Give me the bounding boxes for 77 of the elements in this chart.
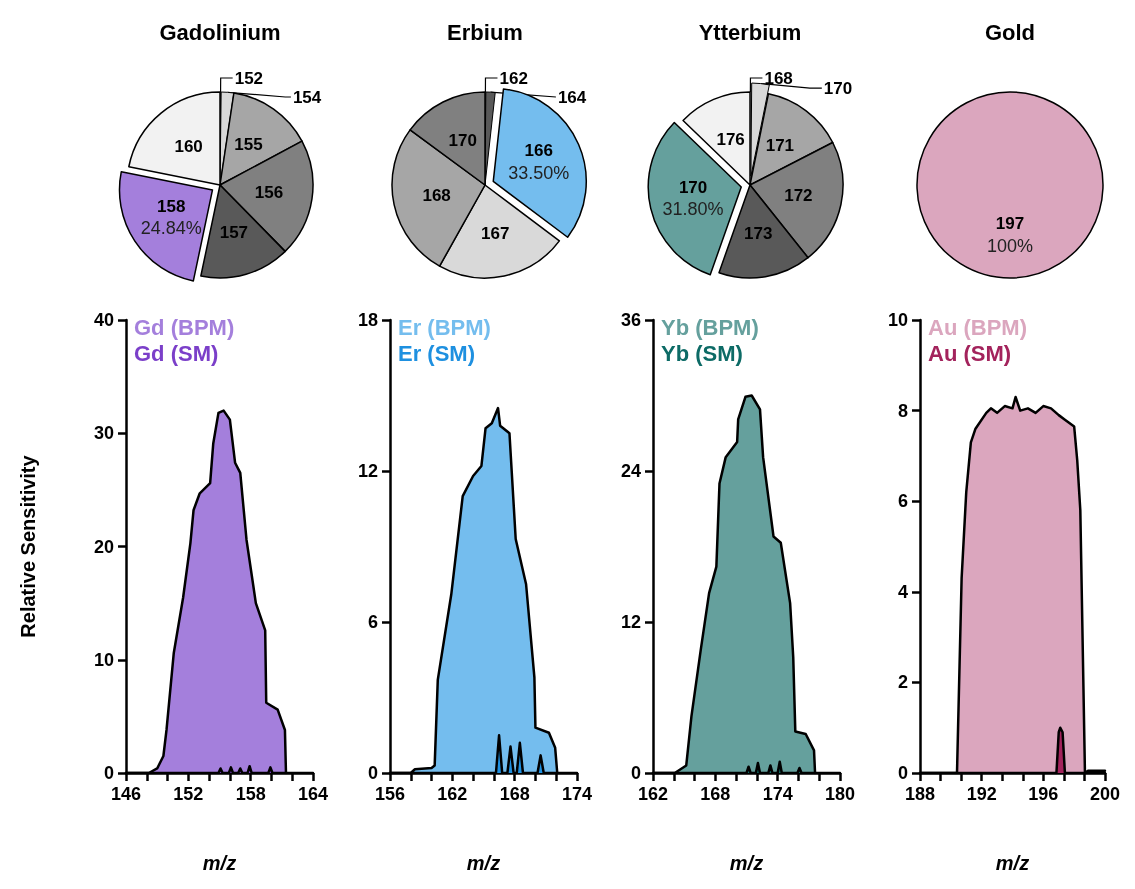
y-tick-label: 30 [93, 423, 114, 444]
text: Er (BPM) [398, 314, 491, 340]
x-tick-label: 196 [1028, 784, 1059, 804]
slice-label: 170 [823, 78, 853, 98]
text: Au (SM) [928, 340, 1012, 366]
text: Gd (BPM) [134, 314, 235, 340]
y-tick-label: 18 [357, 310, 378, 330]
y-axis-title: Relative Sensitivity [17, 454, 39, 638]
x-tick-label: 162 [637, 784, 669, 804]
x-axis-title: m/z [466, 852, 501, 874]
slice-label: 197 [995, 214, 1025, 233]
y-tick-label: 6 [367, 612, 378, 632]
data-label: 24.84% [140, 218, 202, 239]
data-label: 31.80% [662, 199, 724, 220]
x-axis-title: m/z [729, 852, 764, 874]
slice-label: 160 [174, 137, 203, 157]
x-tick-label: 174 [561, 784, 593, 804]
slice-label: 167 [481, 223, 510, 243]
x-axis-title: m/z [995, 852, 1030, 874]
chart-title: Gold [984, 19, 1036, 45]
x-tick-label: 162 [437, 784, 468, 804]
chart-title: Ytterbium [698, 19, 802, 45]
x-tick-label: 168 [700, 784, 731, 804]
slice-label: 172 [784, 185, 813, 205]
slice-label: 171 [765, 136, 795, 156]
slice-label: 170 [678, 177, 708, 197]
x-tick-label: 192 [966, 784, 997, 804]
slice-label: 156 [254, 182, 284, 202]
y-tick-label: 36 [620, 310, 641, 330]
x-tick-label: 156 [374, 784, 406, 804]
slice-label: 168 [422, 185, 451, 205]
y-tick-label: 0 [630, 763, 641, 783]
y-tick-label: 12 [357, 461, 378, 481]
slice-label: 164 [557, 87, 587, 107]
x-tick-label: 146 [110, 784, 142, 804]
text: Er (SM) [398, 340, 475, 366]
y-tick-label: 0 [897, 763, 908, 783]
y-tick-label: 10 [93, 649, 114, 670]
x-tick-label: 164 [297, 784, 329, 804]
chart-title: Erbium [447, 19, 523, 45]
text: Yb (BPM) [661, 314, 759, 340]
slice-label: 166 [524, 141, 553, 161]
y-tick-label: 10 [887, 310, 908, 330]
y-tick-label: 0 [367, 763, 378, 783]
chart-title: Gadolinium [159, 19, 281, 45]
text: Yb (SM) [661, 340, 743, 366]
x-tick-label: 174 [762, 784, 793, 804]
text: Gd (SM) [134, 340, 219, 366]
y-tick-label: 6 [897, 491, 908, 512]
y-tick-label: 2 [897, 672, 908, 693]
y-tick-label: 24 [620, 461, 641, 481]
slice-label: 168 [764, 68, 793, 88]
x-tick-label: 152 [173, 784, 204, 804]
x-tick-label: 158 [235, 784, 266, 804]
x-axis-title: m/z [202, 852, 237, 874]
slice-label: 176 [716, 129, 745, 149]
y-tick-label: 8 [897, 400, 908, 421]
slice-label: 173 [744, 224, 773, 244]
x-tick-label: 200 [1089, 784, 1121, 804]
x-tick-label: 188 [904, 784, 936, 804]
data-label: 100% [986, 235, 1034, 256]
y-tick-label: 12 [620, 612, 641, 632]
y-tick-label: 20 [93, 536, 114, 557]
y-tick-label: 40 [93, 310, 114, 330]
slice-label: 154 [292, 87, 322, 107]
slice-label: 162 [499, 68, 528, 88]
y-tick-label: 4 [897, 581, 908, 602]
slice-label: 152 [234, 68, 264, 88]
slice-label: 170 [448, 131, 477, 151]
x-tick-label: 168 [499, 784, 530, 804]
slice-label: 157 [219, 223, 249, 243]
text: Au (BPM) [928, 314, 1027, 340]
x-tick-label: 180 [824, 784, 856, 804]
y-tick-label: 0 [103, 763, 114, 783]
slice-label: 158 [156, 196, 186, 216]
data-label: 33.50% [508, 162, 570, 183]
slice-label: 155 [234, 135, 263, 155]
